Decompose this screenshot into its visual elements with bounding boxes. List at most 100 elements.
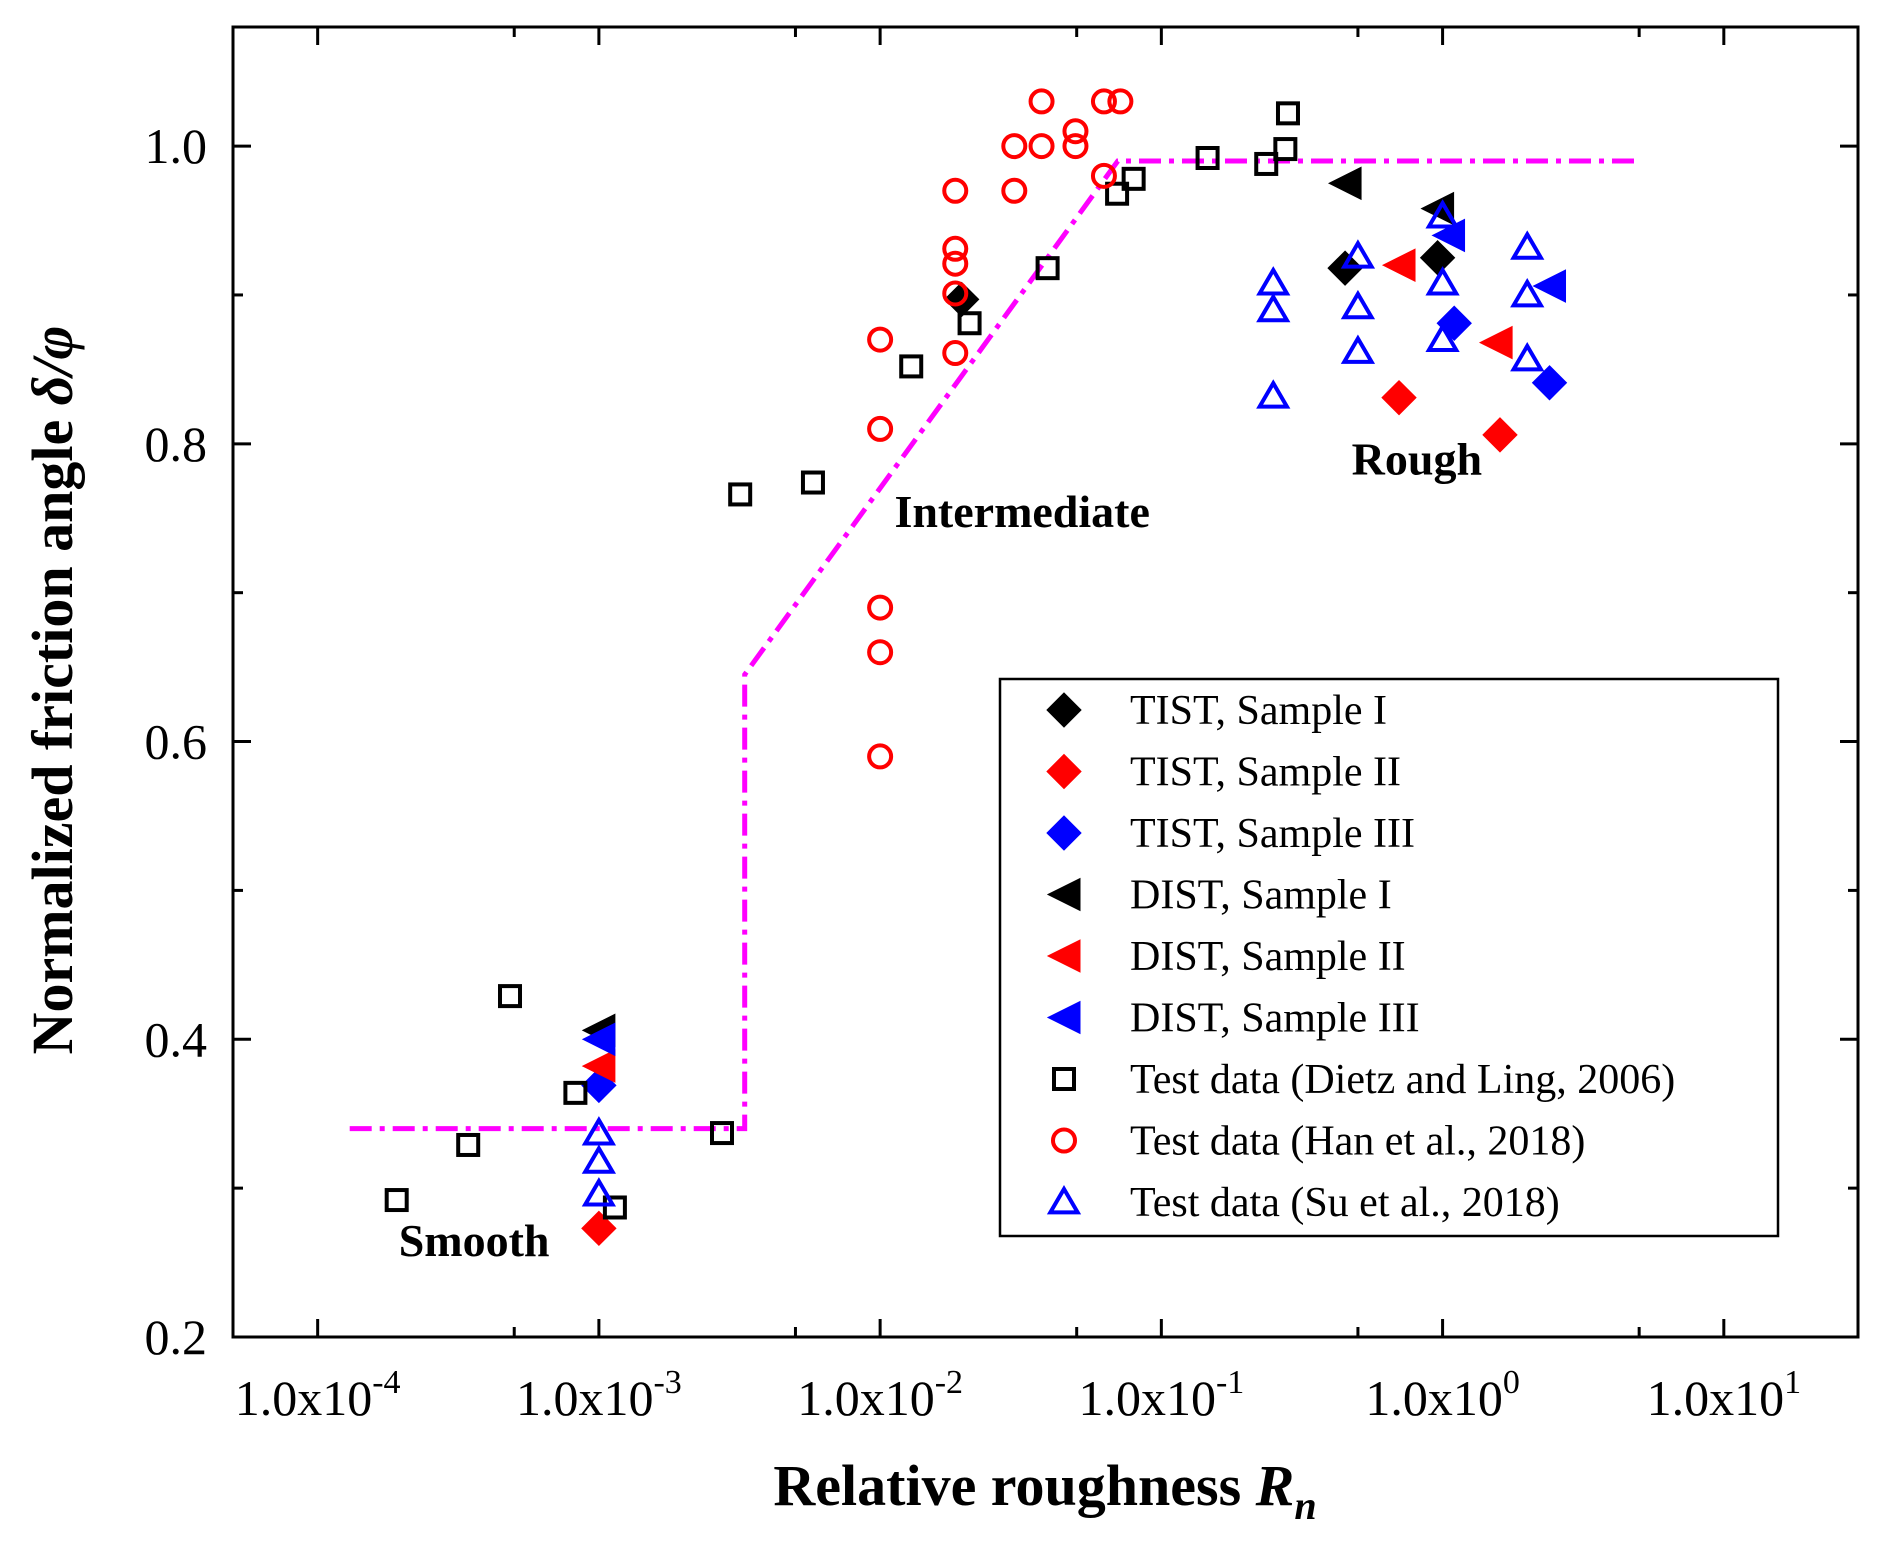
legend-marker — [1046, 1185, 1082, 1215]
legend-label: Test data (Dietz and Ling, 2006) — [1130, 1057, 1675, 1103]
data-point-series-9 — [1340, 289, 1376, 320]
axis-ticks — [233, 27, 1858, 1339]
legend-label: TIST, Sample I — [1130, 688, 1387, 734]
region-annotations: Smooth Intermediate Rough — [399, 434, 1482, 1267]
legend-marker — [1046, 815, 1082, 851]
legend-marker — [1046, 1000, 1081, 1035]
data-point-series-8 — [1001, 177, 1028, 204]
data-point-series-8 — [942, 340, 969, 367]
data-point-series-5 — [581, 1049, 616, 1083]
x-tick-mantissa: 1.0x10 — [1647, 1370, 1785, 1426]
legend-label: DIST, Sample I — [1130, 873, 1392, 919]
legend-box — [998, 677, 1780, 1238]
data-point-series-8 — [1062, 118, 1089, 145]
data-point-series-2 — [581, 1210, 617, 1247]
data-point-series-9 — [1510, 230, 1545, 260]
x-tick-label: 1.0x100 — [1365, 1364, 1520, 1426]
data-point-series-9 — [1425, 199, 1460, 229]
data-point-series-9 — [1510, 341, 1545, 372]
data-point-series-7 — [728, 482, 753, 507]
data-point-series-9 — [1340, 239, 1376, 269]
data-point-series-9 — [1510, 277, 1545, 308]
region-label: Rough — [1352, 434, 1482, 485]
plot-frame — [231, 25, 1860, 1339]
data-point-series-7 — [710, 1121, 735, 1146]
data-point-series-7 — [498, 984, 523, 1009]
data-point-series-8 — [867, 415, 894, 442]
x-tick-label: 1.0x10-3 — [516, 1364, 682, 1426]
data-point-series-9 — [1256, 266, 1291, 296]
data-point-series-6 — [1532, 269, 1567, 303]
data-point-series-8 — [1090, 162, 1117, 189]
y-tick-label: 0.4 — [145, 1011, 208, 1067]
x-tick-label: 1.0x10-1 — [1078, 1364, 1244, 1426]
legend-marker — [1051, 1127, 1077, 1154]
legend: TIST, Sample I TIST, Sample II TIST, Sampl… — [998, 677, 1780, 1238]
x-tick-label: 1.0x101 — [1647, 1364, 1802, 1426]
legend-marker — [1046, 753, 1082, 790]
x-tick-mantissa: 1.0x10 — [235, 1370, 373, 1426]
data-point-series-8 — [1090, 88, 1117, 115]
x-tick-mantissa: 1.0x10 — [797, 1370, 935, 1426]
region-label: Intermediate — [894, 486, 1149, 537]
data-point-series-9 — [1256, 292, 1291, 323]
data-point-series-2 — [1381, 379, 1417, 416]
x-tick-exponent: -4 — [372, 1364, 400, 1401]
x-axis-title-symbol: R — [1255, 1453, 1295, 1518]
data-point-series-8 — [942, 177, 969, 204]
data-point-series-7 — [1195, 146, 1220, 170]
x-tick-label: 1.0x10-2 — [797, 1364, 963, 1426]
data-point-series-7 — [1121, 166, 1146, 191]
data-point-series-9 — [581, 1177, 617, 1207]
data-point-series-8 — [942, 235, 969, 262]
data-point-series-8 — [1001, 133, 1028, 160]
legend-label: TIST, Sample II — [1130, 750, 1401, 796]
legend-label: DIST, Sample III — [1130, 996, 1420, 1042]
data-point-series-7 — [957, 311, 982, 336]
region-label: Smooth — [399, 1215, 550, 1266]
legend-label: TIST, Sample III — [1130, 811, 1415, 857]
data-point-series-7 — [384, 1188, 409, 1213]
legend-marker — [1046, 939, 1081, 973]
data-point-series-8 — [1107, 88, 1134, 115]
y-axis-title: Normalized friction angle δ/φ — [20, 326, 85, 1055]
y-axis-title-text: Normalized friction angle — [20, 405, 85, 1054]
data-point-series-8 — [942, 250, 969, 277]
legend-marker — [1046, 877, 1081, 912]
data-point-series-7 — [1105, 181, 1130, 206]
data-point-series-8 — [1062, 133, 1089, 160]
x-tick-exponent: -1 — [1216, 1364, 1244, 1401]
trend-line-group — [349, 158, 1640, 1132]
data-point-series-9 — [581, 1144, 617, 1174]
data-point-series-2 — [1482, 417, 1518, 453]
x-tick-mantissa: 1.0x10 — [1078, 1370, 1216, 1426]
x-tick-exponent: -2 — [935, 1364, 963, 1401]
data-point-series-8 — [867, 743, 894, 770]
data-point-series-8 — [1028, 88, 1055, 115]
x-axis-title-subscript: n — [1294, 1483, 1316, 1528]
data-point-series-8 — [867, 639, 894, 666]
y-tick-label: 0.6 — [145, 714, 208, 770]
data-point-series-8 — [1028, 133, 1055, 160]
y-tick-label: 0.8 — [145, 416, 208, 472]
x-tick-exponent: -3 — [653, 1364, 681, 1401]
data-point-series-7 — [899, 354, 924, 379]
trend-line — [349, 158, 1640, 1132]
data-point-series-1 — [943, 281, 980, 318]
legend-label: Test data (Han et al., 2018) — [1130, 1119, 1585, 1165]
legend-marker — [1052, 1067, 1076, 1091]
data-point-series-9 — [1425, 266, 1460, 296]
y-tick-label: 1.0 — [145, 118, 208, 174]
data-point-series-7 — [1273, 137, 1298, 162]
data-point-series-7 — [1275, 101, 1300, 126]
tick-labels: 1.0x10-4 1.0x10-3 1.0x10-2 1.0x10-1 1.0x100 1… — [145, 118, 1802, 1426]
x-tick-mantissa: 1.0x10 — [516, 1370, 654, 1426]
data-point-series-7 — [1254, 151, 1279, 176]
x-axis-title-text: Relative roughness — [773, 1453, 1255, 1518]
legend-label: DIST, Sample II — [1130, 934, 1406, 980]
legend-marker — [1046, 692, 1082, 728]
data-point-series-8 — [867, 594, 894, 621]
legend-label: Test data (Su et al., 2018) — [1130, 1180, 1560, 1226]
data-point-series-9 — [1340, 334, 1376, 364]
